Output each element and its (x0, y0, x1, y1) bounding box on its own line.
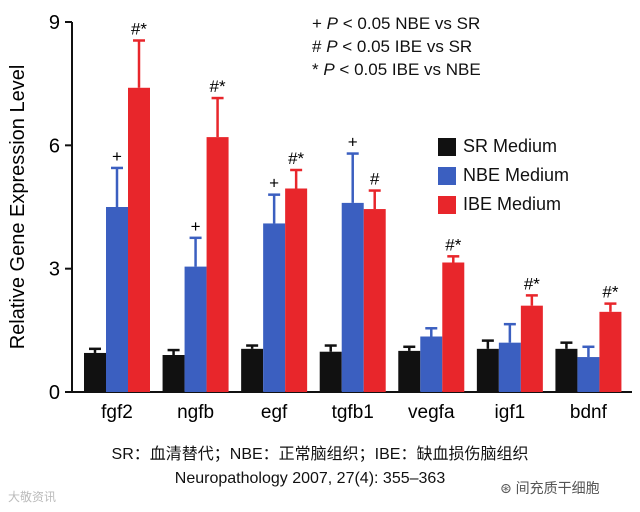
watermark-right-text: 间充质干细胞 (515, 480, 600, 496)
note-3: * P < 0.05 IBE vs NBE (312, 60, 481, 79)
bar-bdnf-1 (577, 357, 600, 392)
legend-item-ibe: IBE Medium (438, 190, 569, 219)
significance-mark: # (370, 170, 380, 189)
bar-bdnf-0 (555, 348, 578, 392)
bar-egf-1 (263, 223, 286, 392)
chart-legend: SR Medium NBE Medium IBE Medium (438, 132, 569, 219)
legend-swatch-sr (438, 137, 456, 156)
bar-ngfb-0 (162, 355, 185, 392)
legend-swatch-ibe (438, 195, 456, 214)
legend-label-sr: SR Medium (463, 136, 558, 156)
y-tick-label: 0 (49, 382, 60, 404)
x-tick-label: ngfb (177, 402, 214, 423)
bar-fgf2-0 (84, 352, 106, 392)
x-tick-label: vegfa (408, 402, 455, 423)
note-2: # P < 0.05 IBE vs SR (312, 37, 473, 56)
x-tick-label: tgfb1 (332, 402, 374, 423)
y-tick-label: 6 (49, 135, 60, 157)
y-axis-label: Relative Gene Expression Level (7, 65, 29, 350)
significance-mark: #* (131, 20, 147, 39)
legend-label-ibe: IBE Medium (463, 194, 562, 214)
x-tick-label: bdnf (570, 402, 608, 423)
legend-swatch-nbe (438, 166, 456, 185)
bar-tgfb1-0 (319, 351, 342, 392)
note-1: + P < 0.05 NBE vs SR (312, 14, 481, 33)
bar-chart: 0 3 6 9 Relative Gene Expression Level + #* fgf… (7, 12, 632, 423)
bar-vegfa-0 (398, 350, 421, 392)
significance-mark: + (112, 147, 122, 166)
bar-fgf2-1 (106, 207, 128, 392)
significance-mark: #* (445, 235, 461, 254)
significance-notes: + P < 0.05 NBE vs SR # P < 0.05 IBE vs S… (312, 12, 481, 81)
legend-label-nbe: NBE Medium (463, 165, 570, 185)
bar-egf-0 (241, 348, 264, 392)
bar-igf1-0 (476, 348, 499, 392)
significance-mark: + (269, 174, 279, 193)
bar-tgfb1-1 (341, 202, 364, 392)
y-tick-label: 3 (49, 259, 60, 281)
significance-mark: #* (210, 77, 226, 96)
bar-fgf2-2 (128, 87, 150, 393)
legend-item-sr: SR Medium (438, 132, 569, 161)
watermark-right: ⊛ 间充质干细胞 (500, 480, 600, 496)
caption-citation: Neuropathology 2007, 27(4): 355–363 (174, 470, 446, 487)
caption-abbreviations: SR：血清替代；NBE：正常脑组织；IBE：缺血损伤脑组织 (111, 446, 529, 463)
x-tick-label: egf (261, 402, 288, 423)
legend-item-nbe: NBE Medium (438, 161, 569, 190)
bar-bdnf-2 (599, 311, 622, 392)
y-tick-label: 9 (49, 12, 60, 34)
bar-vegfa-2 (442, 262, 465, 392)
bar-vegfa-1 (420, 336, 443, 392)
significance-mark: #* (288, 149, 304, 168)
x-tick-label: fgf2 (101, 402, 133, 423)
watermark-left: 大敬资讯 (8, 490, 57, 504)
bar-ngfb-2 (206, 137, 229, 392)
bar-ngfb-1 (184, 266, 207, 392)
significance-mark: + (191, 217, 201, 236)
x-tick-label: igf1 (495, 402, 526, 423)
bar-igf1-1 (498, 342, 521, 392)
significance-mark: #* (602, 283, 618, 302)
significance-mark: + (348, 133, 358, 152)
bar-egf-2 (285, 188, 308, 392)
significance-mark: #* (524, 274, 540, 293)
bar-igf1-2 (520, 305, 543, 392)
bar-tgfb1-2 (363, 209, 386, 392)
